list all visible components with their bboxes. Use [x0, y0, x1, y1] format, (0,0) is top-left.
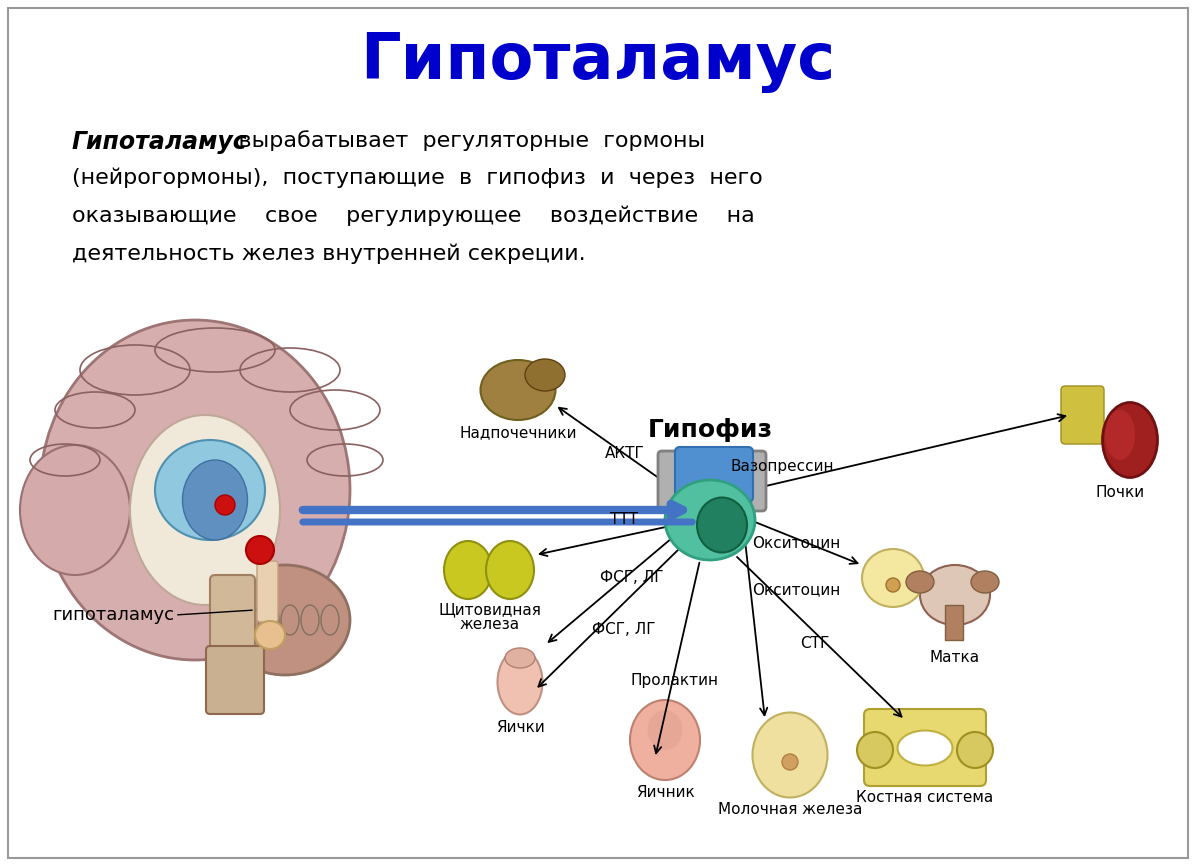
Text: Окситоцин: Окситоцин	[752, 583, 841, 598]
Ellipse shape	[486, 541, 533, 599]
Ellipse shape	[183, 460, 248, 540]
Text: Гипофиз: Гипофиз	[647, 418, 773, 442]
Circle shape	[215, 495, 234, 515]
Ellipse shape	[647, 710, 683, 750]
Text: деятельность желез внутренней секреции.: деятельность желез внутренней секреции.	[72, 244, 586, 264]
Bar	[468, 560, 509, 575]
Ellipse shape	[20, 445, 130, 575]
Ellipse shape	[255, 621, 285, 649]
Ellipse shape	[220, 565, 350, 675]
FancyBboxPatch shape	[210, 575, 255, 675]
Text: Гипоталамус: Гипоталамус	[360, 31, 836, 93]
Text: Яичник: Яичник	[635, 785, 695, 800]
Ellipse shape	[130, 415, 280, 605]
Ellipse shape	[1103, 403, 1158, 477]
Text: Щитовидная: Щитовидная	[439, 602, 542, 617]
Circle shape	[886, 578, 901, 592]
FancyBboxPatch shape	[257, 561, 277, 622]
Ellipse shape	[665, 480, 755, 560]
Text: АКТГ: АКТГ	[605, 445, 645, 461]
FancyBboxPatch shape	[1061, 386, 1104, 444]
Text: ТТТ: ТТТ	[610, 513, 639, 527]
Text: Вазопрессин: Вазопрессин	[730, 460, 834, 475]
Text: Костная система: Костная система	[856, 790, 994, 805]
Text: Матка: Матка	[930, 650, 980, 665]
Text: Окситоцин: Окситоцин	[752, 535, 841, 551]
Circle shape	[957, 732, 993, 768]
Text: Гипоталамус: Гипоталамус	[72, 130, 248, 154]
Text: Почки: Почки	[1096, 485, 1145, 500]
Ellipse shape	[498, 650, 543, 714]
Ellipse shape	[481, 360, 555, 420]
Circle shape	[858, 732, 893, 768]
FancyBboxPatch shape	[658, 451, 765, 511]
Ellipse shape	[897, 731, 952, 766]
Ellipse shape	[920, 565, 990, 625]
Ellipse shape	[971, 571, 999, 593]
Ellipse shape	[1105, 410, 1135, 460]
Text: Пролактин: Пролактин	[630, 673, 718, 688]
Bar	[945, 605, 963, 640]
Text: железа: железа	[460, 617, 520, 632]
Text: СТГ: СТГ	[800, 636, 829, 650]
FancyBboxPatch shape	[675, 447, 753, 502]
Ellipse shape	[862, 549, 925, 607]
Circle shape	[246, 536, 274, 564]
Ellipse shape	[505, 648, 535, 668]
Text: оказывающие    свое    регулирующее    воздействие    на: оказывающие свое регулирующее воздействи…	[72, 206, 755, 227]
FancyBboxPatch shape	[864, 709, 986, 786]
FancyBboxPatch shape	[206, 646, 264, 714]
Text: вырабатывает  регуляторные  гормоны: вырабатывает регуляторные гормоны	[210, 130, 706, 151]
Ellipse shape	[155, 440, 266, 540]
Text: ФСГ, ЛГ: ФСГ, ЛГ	[592, 623, 655, 637]
Text: (нейрогормоны),  поступающие  в  гипофиз  и  через  него: (нейрогормоны), поступающие в гипофиз и …	[72, 168, 763, 189]
Ellipse shape	[39, 320, 350, 660]
Ellipse shape	[630, 700, 700, 780]
Text: Яички: Яички	[495, 720, 544, 735]
Text: Надпочечники: Надпочечники	[459, 425, 576, 440]
Ellipse shape	[444, 541, 492, 599]
Ellipse shape	[907, 571, 934, 593]
Text: гипоталамус: гипоталамус	[51, 606, 173, 624]
Circle shape	[782, 754, 798, 770]
Text: ФСГ, ЛГ: ФСГ, ЛГ	[600, 571, 664, 585]
Ellipse shape	[525, 359, 565, 391]
Ellipse shape	[752, 713, 828, 798]
Ellipse shape	[697, 497, 748, 553]
Text: Молочная железа: Молочная железа	[718, 802, 862, 817]
